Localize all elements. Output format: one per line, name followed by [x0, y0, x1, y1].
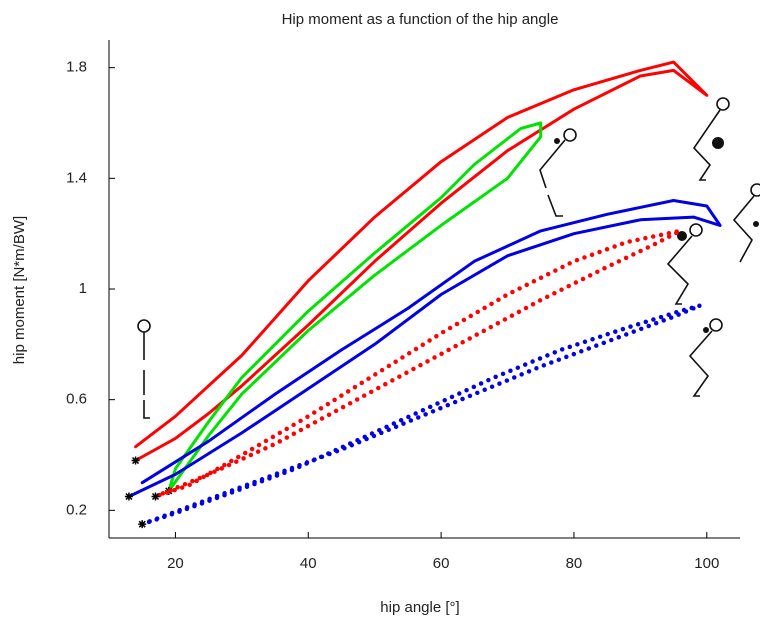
- x-tick-label: 40: [300, 555, 317, 572]
- figure-body: [539, 139, 566, 217]
- start-marker: [138, 520, 147, 529]
- y-tick-label: 0.6: [66, 391, 87, 408]
- figure-head: [709, 318, 723, 332]
- y-tick-label: 1.8: [66, 59, 87, 76]
- series-line: [139, 303, 703, 527]
- start-marker: [151, 492, 160, 501]
- x-axis-label: hip angle [°]: [380, 599, 459, 616]
- figure-head: [716, 97, 730, 111]
- series-line: [153, 228, 683, 499]
- figure-dot: [554, 138, 560, 144]
- figure-head: [563, 128, 577, 142]
- figure-head: [689, 223, 703, 237]
- figure-dot: [753, 221, 759, 227]
- figure-body: [143, 332, 150, 419]
- figure-dot: [712, 137, 724, 149]
- y-axis-label: hip moment [N*m/BW]: [11, 216, 28, 364]
- figure-head: [137, 319, 151, 333]
- chart-title: Hip moment as a function of the hip angl…: [282, 11, 559, 28]
- y-tick-label: 1: [79, 280, 87, 297]
- y-tick-label: 0.2: [66, 501, 87, 518]
- figure-body: [688, 330, 713, 397]
- y-tick-label: 1.4: [66, 169, 87, 186]
- start-marker: [124, 492, 133, 501]
- x-tick-label: 60: [433, 555, 450, 572]
- figure-dot: [703, 327, 709, 333]
- stick-figures: [137, 97, 760, 419]
- x-tick-label: 100: [694, 555, 719, 572]
- x-tick-label: 80: [566, 555, 583, 572]
- start-marker: [131, 456, 140, 465]
- figure-body: [732, 195, 755, 263]
- x-tick-label: 20: [167, 555, 184, 572]
- figure-dot: [677, 231, 687, 241]
- series-line: [134, 60, 709, 462]
- figure-head: [750, 183, 760, 197]
- series-line: [167, 121, 543, 493]
- series-line: [127, 199, 722, 498]
- figure-body: [666, 235, 693, 305]
- figure-body: [692, 109, 721, 181]
